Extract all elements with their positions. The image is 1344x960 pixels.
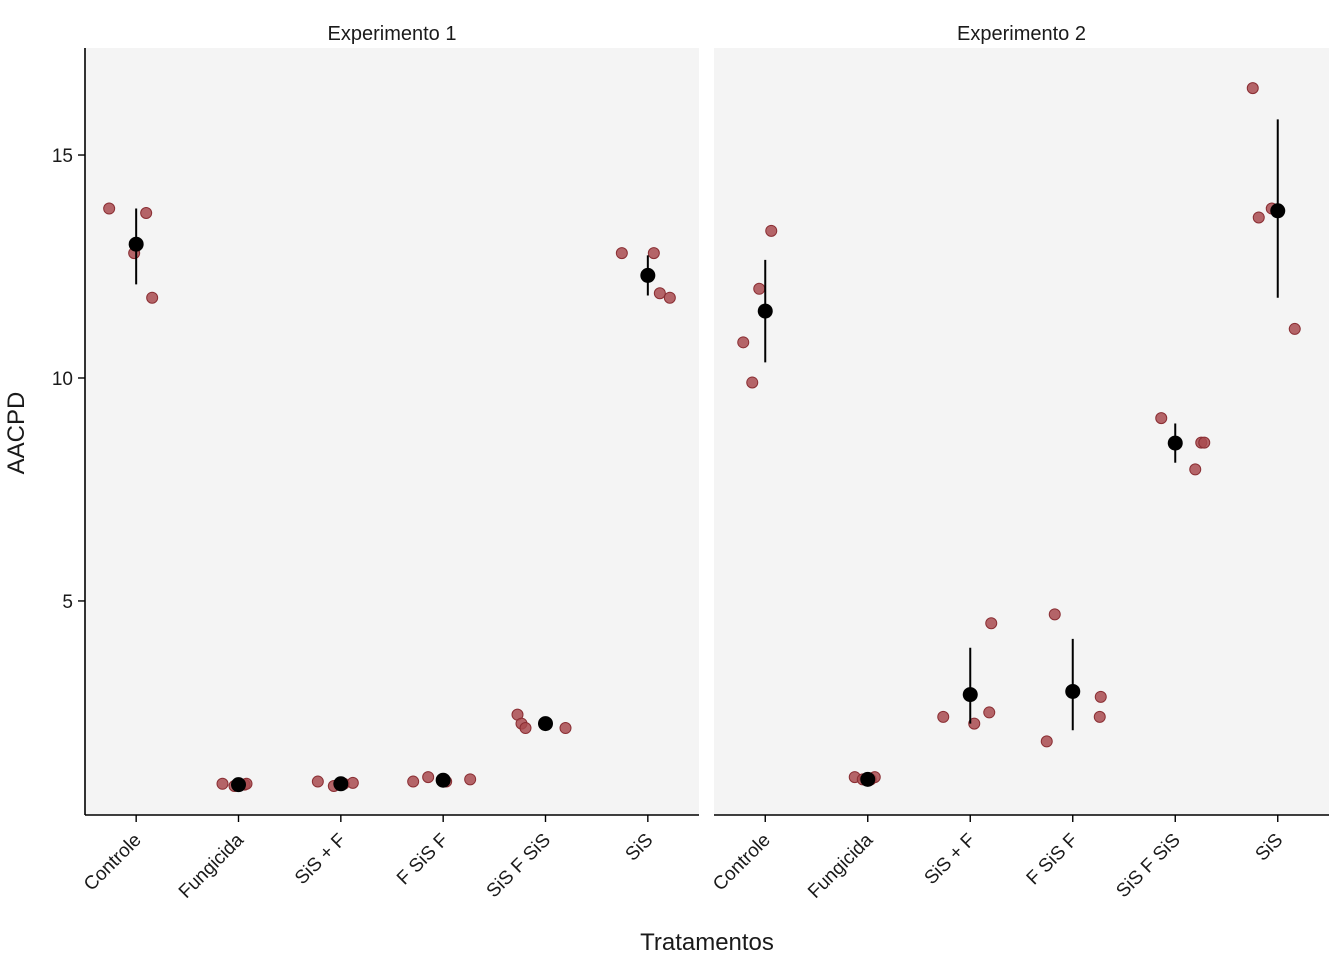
mean-point bbox=[860, 771, 876, 787]
data-point bbox=[1093, 710, 1106, 723]
data-point bbox=[407, 775, 420, 788]
data-point bbox=[422, 771, 435, 784]
data-point bbox=[1189, 463, 1202, 476]
y-axis-title: AACPD bbox=[3, 392, 30, 475]
data-point bbox=[937, 710, 950, 723]
mean-point bbox=[757, 303, 773, 319]
mean-point bbox=[231, 777, 246, 793]
data-point bbox=[983, 706, 996, 719]
mean-point bbox=[538, 716, 553, 732]
data-point bbox=[647, 247, 660, 260]
data-point bbox=[1094, 690, 1107, 703]
data-point bbox=[311, 775, 324, 788]
data-point bbox=[1155, 412, 1168, 425]
panel-background bbox=[714, 48, 1329, 815]
data-point bbox=[146, 291, 159, 304]
data-point bbox=[559, 722, 572, 735]
data-point bbox=[346, 776, 359, 789]
mean-point bbox=[640, 267, 656, 283]
data-point bbox=[140, 206, 153, 219]
data-point bbox=[653, 287, 666, 300]
mean-point bbox=[1167, 435, 1183, 451]
panel-background bbox=[85, 48, 699, 815]
mean-point bbox=[128, 236, 144, 252]
data-point bbox=[1252, 211, 1265, 224]
data-point bbox=[519, 722, 532, 735]
y-tick-label: 15 bbox=[52, 146, 73, 167]
mean-point bbox=[435, 772, 451, 788]
mean-point bbox=[1065, 683, 1081, 699]
mean-point bbox=[333, 776, 349, 792]
y-tick-label: 5 bbox=[62, 592, 73, 613]
x-axis-title: Tratamentos bbox=[640, 929, 774, 956]
mean-point bbox=[962, 687, 978, 703]
facet-strip-label: Experimento 1 bbox=[328, 23, 457, 45]
data-point bbox=[1288, 322, 1301, 335]
data-point bbox=[765, 224, 778, 237]
mean-point bbox=[1270, 203, 1286, 219]
data-point bbox=[985, 617, 998, 630]
data-point bbox=[1198, 436, 1211, 449]
data-point bbox=[615, 247, 628, 260]
data-point bbox=[968, 717, 981, 730]
data-point bbox=[464, 773, 477, 786]
data-point bbox=[1040, 735, 1053, 748]
data-point bbox=[753, 282, 766, 295]
data-point bbox=[103, 202, 116, 215]
data-point bbox=[746, 376, 759, 389]
data-point bbox=[1048, 608, 1061, 621]
y-tick-label: 10 bbox=[52, 369, 73, 390]
data-point bbox=[663, 291, 676, 304]
data-point bbox=[216, 777, 229, 790]
data-point bbox=[737, 336, 750, 349]
data-point bbox=[1246, 82, 1259, 95]
facet-strip-label: Experimento 2 bbox=[957, 23, 1086, 45]
